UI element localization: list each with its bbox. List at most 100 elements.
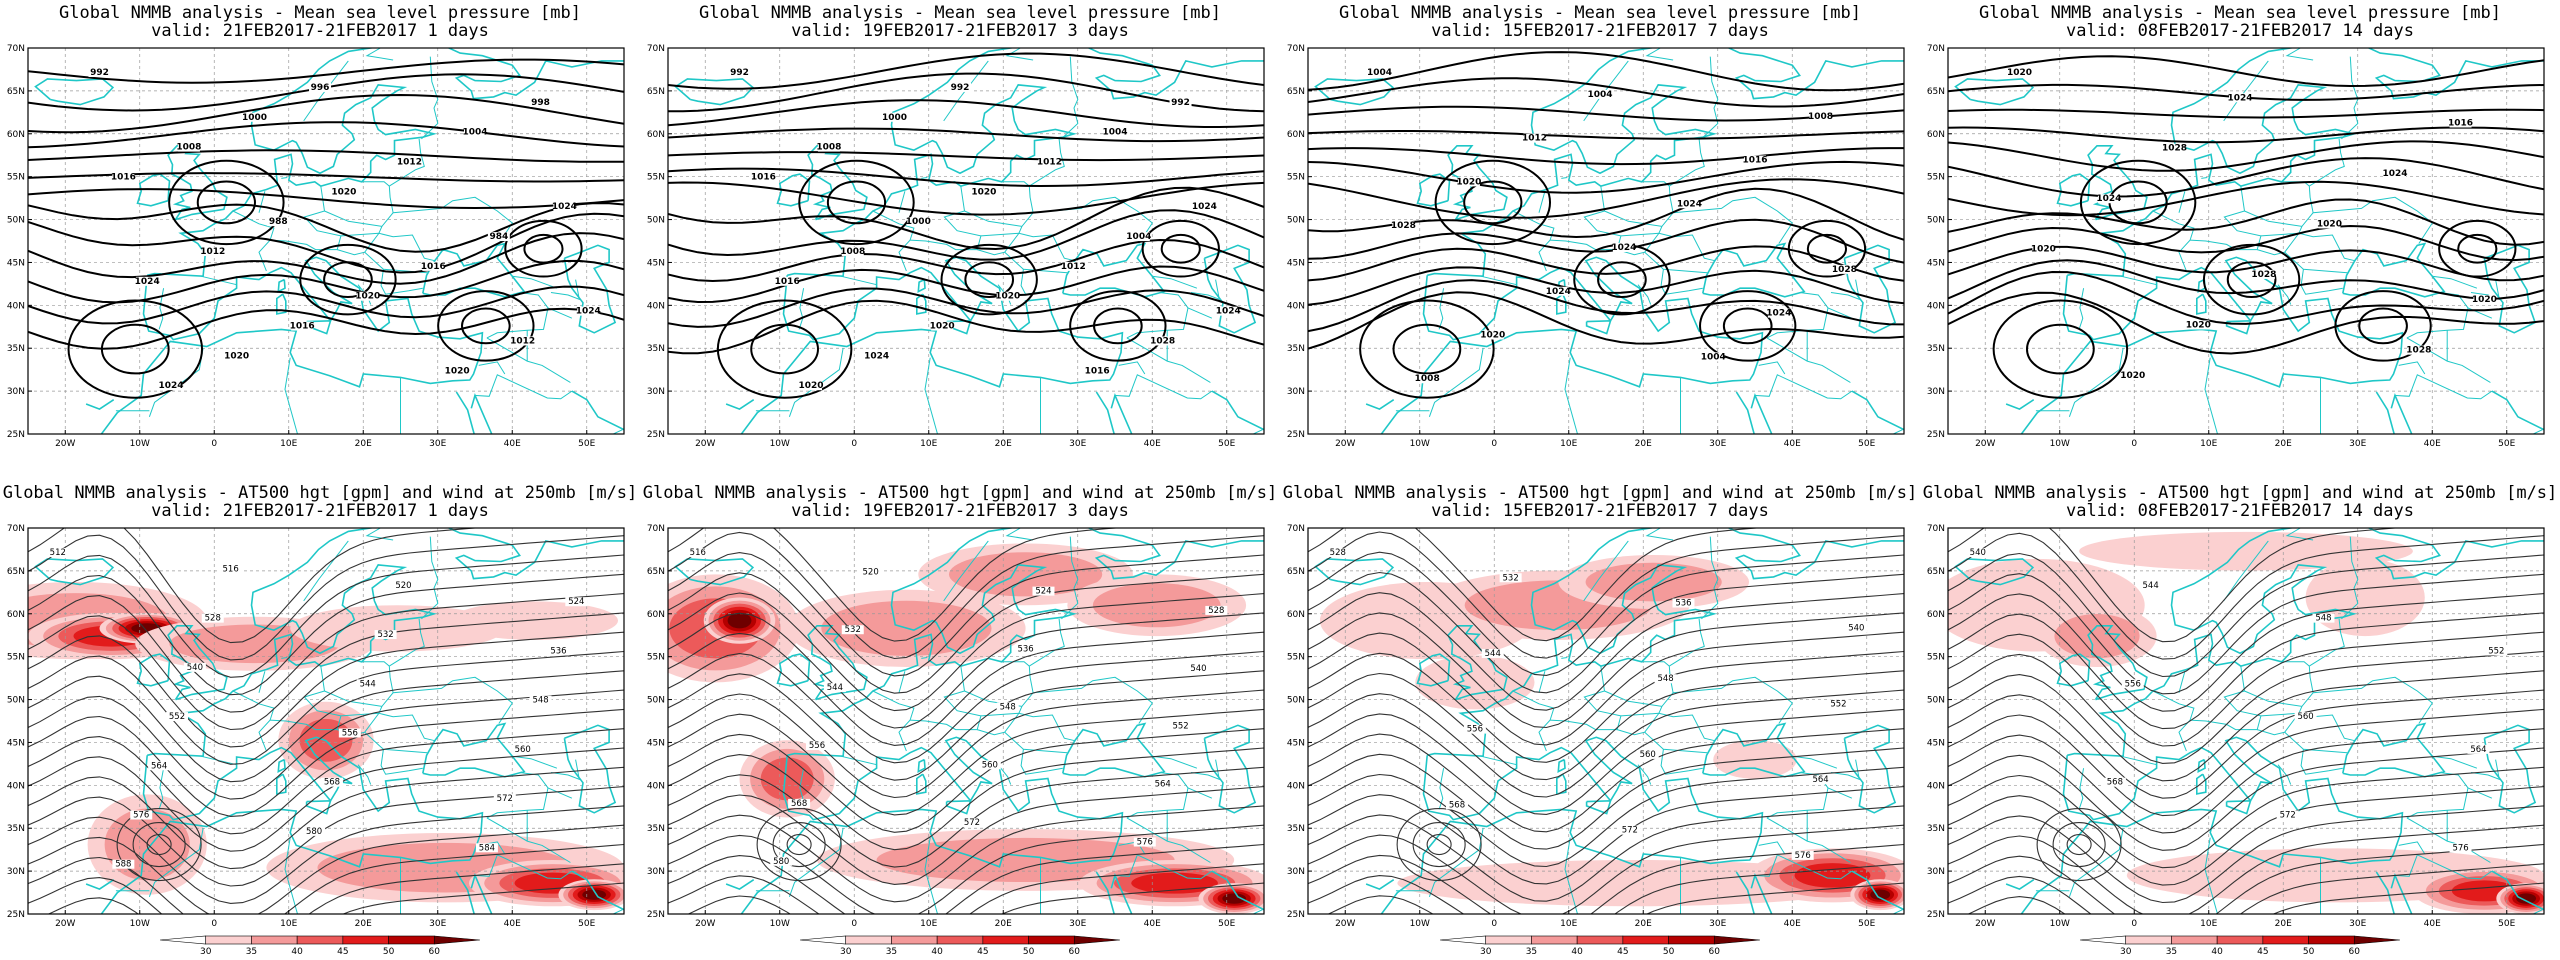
contour-label: 540 xyxy=(187,663,203,673)
contour-label-bg xyxy=(978,760,1001,770)
contour-line xyxy=(1699,290,1797,362)
coastline xyxy=(1735,391,1755,434)
contour-label-bg xyxy=(291,321,314,331)
country-border xyxy=(380,269,423,295)
contour-line xyxy=(28,554,624,678)
colorbar-segment xyxy=(1028,935,1075,945)
latitude-label: 50N xyxy=(1287,696,1305,706)
contour-label-bg xyxy=(806,741,828,751)
country-border xyxy=(1644,731,1708,754)
contour-line xyxy=(1160,233,1201,264)
country-border xyxy=(2398,841,2426,855)
coastline xyxy=(915,773,927,795)
contour-label: 1000 xyxy=(882,113,907,123)
colorbar-segment xyxy=(891,935,938,945)
contour-label: 1008 xyxy=(840,247,865,257)
panel-subtitle: valid: 19FEB2017-21FEB2017 3 days xyxy=(791,501,1129,521)
country-border xyxy=(2078,288,2085,330)
contour-label: 572 xyxy=(2280,811,2296,821)
contour-label: 1020 xyxy=(331,187,356,197)
contour-label: 548 xyxy=(2315,614,2331,624)
panel-subtitle: valid: 15FEB2017-21FEB2017 7 days xyxy=(1431,501,1769,521)
panel-subtitle: valid: 08FEB2017-21FEB2017 14 days xyxy=(2066,21,2414,41)
contour-label-bg xyxy=(1744,155,1766,165)
panel-subtitle: valid: 21FEB2017-21FEB2017 1 days xyxy=(151,21,489,41)
country-border xyxy=(270,186,342,251)
contour-label-bg xyxy=(309,82,332,92)
map-area: 512 516 520 524 528 532 536 540 544 548 552 556 560 5… xyxy=(28,528,624,914)
country-border xyxy=(1669,618,1705,667)
contour-line xyxy=(28,805,624,904)
latitude-label: 25N xyxy=(1927,910,1945,920)
contour-label: 988 xyxy=(269,217,288,227)
latitude-label: 70N xyxy=(1927,524,1945,534)
contour-label: 1004 xyxy=(1588,90,1613,100)
contour-label: 1016 xyxy=(290,322,315,332)
colorbar-segment xyxy=(1668,935,1715,945)
longitude-label: 40E xyxy=(2424,439,2441,449)
map-frame xyxy=(667,47,1265,435)
country-border xyxy=(1701,536,1719,620)
contour-line xyxy=(1948,786,2544,886)
contour-line xyxy=(668,72,1264,113)
contour-line xyxy=(28,307,624,350)
longitude-label: 0 xyxy=(1491,439,1497,449)
colorbar-segment xyxy=(388,935,435,945)
coastline xyxy=(563,244,617,334)
contour-line xyxy=(668,708,1264,816)
country-border xyxy=(1005,528,1034,541)
colorbar-label: 45 xyxy=(1617,947,1628,957)
longitude-label: 50E xyxy=(1858,919,1875,929)
panel-mslp-1day: Global NMMB analysis - Mean sea level pr… xyxy=(0,0,640,480)
contour-line xyxy=(1308,766,1904,868)
contour-label: 1024 xyxy=(1216,307,1241,317)
contour-line xyxy=(668,528,1123,642)
country-border xyxy=(1033,196,1153,244)
longitude-label: 50E xyxy=(2498,439,2515,449)
panel-mslp-14day: Global NMMB analysis - Mean sea level pr… xyxy=(1920,0,2560,480)
country-border xyxy=(924,357,939,434)
contour-line xyxy=(1992,299,2129,399)
contour-label-bg xyxy=(1187,663,1210,673)
coastline xyxy=(2056,173,2091,207)
contour-line xyxy=(1308,130,1904,140)
coastline xyxy=(455,871,475,914)
contour-label: 568 xyxy=(791,799,807,809)
latitude-label: 55N xyxy=(647,653,665,663)
country-border xyxy=(1758,361,1786,375)
contour-line xyxy=(668,805,1264,903)
panel-title: Global NMMB analysis - Mean sea level pr… xyxy=(1979,3,2501,23)
contour-line xyxy=(668,181,1264,216)
country-border xyxy=(547,787,573,799)
country-border xyxy=(2260,712,2355,742)
country-border xyxy=(872,210,915,272)
colorbar-label: 35 xyxy=(2166,947,2177,957)
latitude-label: 40N xyxy=(1287,781,1305,791)
country-border xyxy=(1792,755,1838,769)
map-z500-3day: 516 520 524 528 532 536 540 544 548 552 556 560 564 5… xyxy=(647,524,1265,957)
coastline xyxy=(34,558,115,586)
contour-label-bg xyxy=(2121,679,2144,689)
contour-line xyxy=(1308,747,1904,850)
contour-label-bg xyxy=(136,276,159,286)
contour-line xyxy=(1948,198,2544,246)
contour-line xyxy=(28,670,624,783)
country-border xyxy=(486,817,571,863)
longitude-label: 0 xyxy=(211,439,217,449)
longitude-label: 10E xyxy=(920,439,937,449)
country-border xyxy=(2432,755,2478,769)
country-border xyxy=(281,177,288,179)
colorbar-segment xyxy=(2216,935,2264,945)
latitude-label: 35N xyxy=(1927,344,1945,354)
contour-label-bg xyxy=(398,157,421,167)
coastline xyxy=(2491,390,2544,431)
colorbar-segment xyxy=(251,935,298,945)
country-border xyxy=(1766,292,1829,339)
longitude-label: 0 xyxy=(2131,439,2137,449)
country-border xyxy=(798,288,805,330)
coastline xyxy=(2020,736,2404,914)
contour-label-bg xyxy=(1833,264,1856,274)
contour-label: 532 xyxy=(377,630,393,640)
map-mslp-1day: 992 996 998 1000 1004 1008 1012 1016 1020 1024 988… xyxy=(7,44,625,449)
longitude-label: 20E xyxy=(355,439,372,449)
